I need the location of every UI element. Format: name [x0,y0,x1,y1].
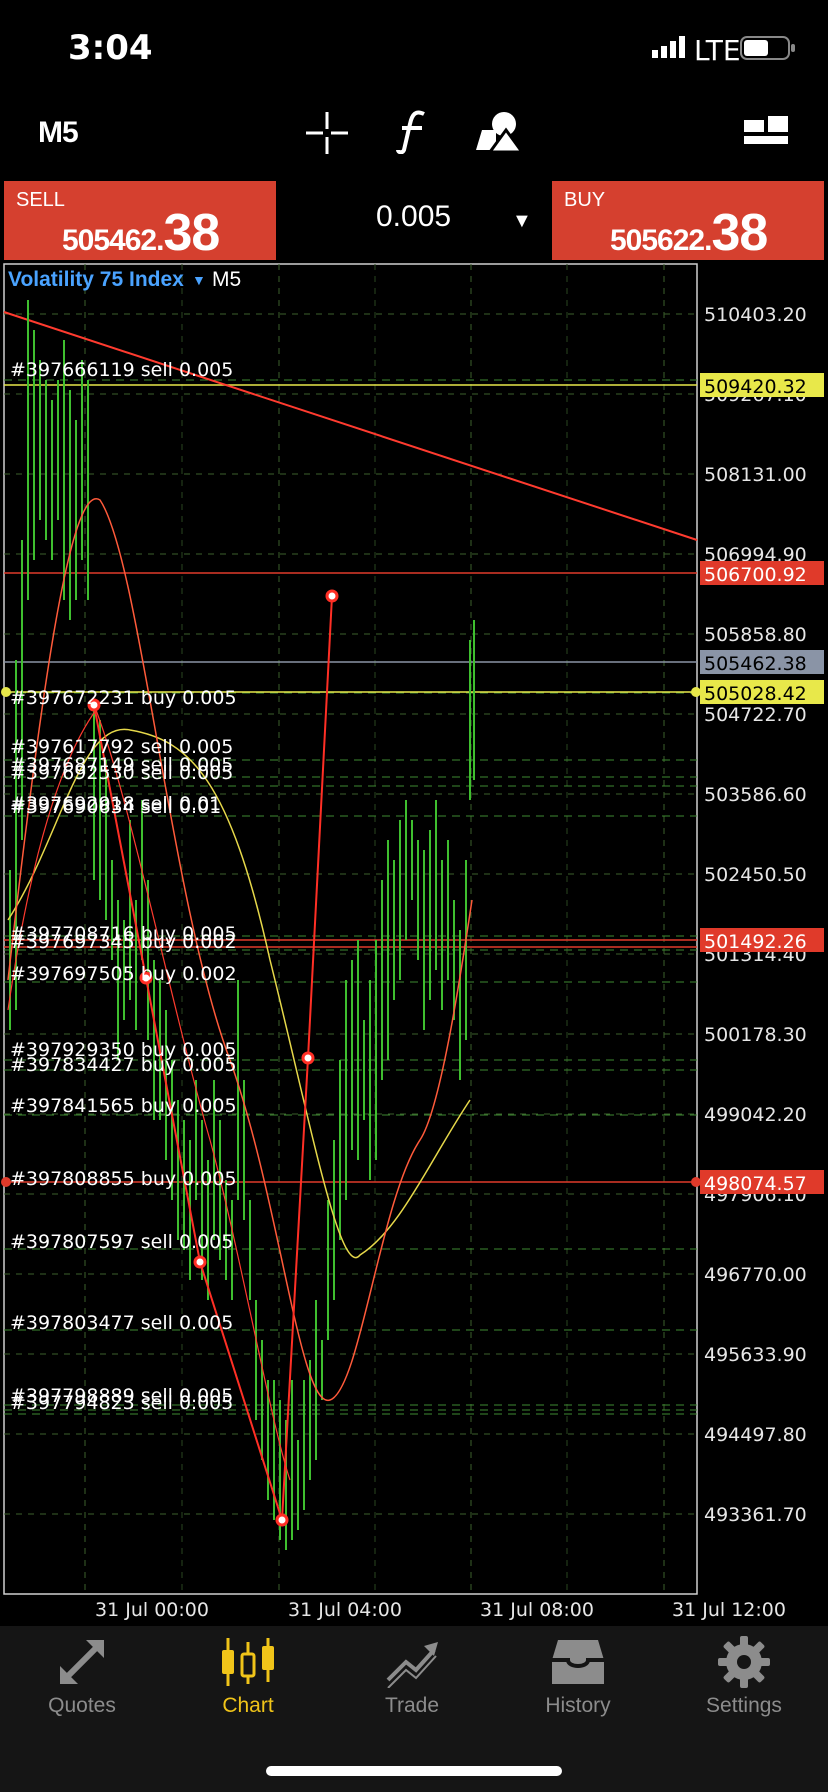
sell-button[interactable]: SELL 505462.38 [4,181,276,260]
buy-label: BUY [564,189,605,212]
price-tick-label: 496770.00 [704,1264,807,1286]
tab-label: Settings [674,1694,814,1718]
tab-label: Chart [178,1694,318,1718]
tab-label: History [508,1694,648,1718]
tab-settings[interactable]: Settings [674,1636,814,1726]
signal-icon [652,36,688,58]
order-label: #397808855 buy 0.005 [10,1168,237,1190]
tab-chart[interactable]: Chart [178,1636,318,1726]
trade-marker [327,591,337,601]
price-tick-label: 503586.60 [704,784,807,806]
network-label: LTE [694,34,741,67]
order-label: #397666119 sell 0.005 [10,359,233,381]
buy-price-main: 505622. [610,224,711,257]
order-label: #397697345 buy 0.002 [10,931,237,953]
window-layout-icon[interactable] [744,116,788,144]
sell-price-big: 38 [163,204,219,262]
time-tick-label: 31 Jul 12:00 [672,1599,786,1621]
price-tick-label: 499042.20 [704,1104,807,1126]
quotes-icon [56,1636,108,1688]
price-tick-label: 493361.70 [704,1504,807,1526]
function-icon[interactable] [396,110,428,154]
chart-timeframe-label: M5 [212,268,241,292]
order-label: #397692530 sell 0.005 [10,762,233,784]
battery-icon [740,36,796,60]
price-tick-label: 505858.80 [704,624,807,646]
sell-label: SELL [16,189,65,212]
time-tick-label: 31 Jul 08:00 [480,1599,594,1621]
price-tick-label: 494497.80 [704,1424,807,1446]
lot-size-input[interactable]: 0.005 [376,200,451,234]
price-level-value: 505028.42 [704,683,807,705]
timeframe-button[interactable]: M5 [38,116,78,150]
price-level-value: 506700.92 [704,564,807,586]
trade-marker [277,1515,287,1525]
order-label: #397672231 buy 0.005 [10,687,237,709]
level-handle [691,1177,701,1187]
order-label: #397690634 sell 0.01 [10,796,221,818]
tab-label: Quotes [12,1694,152,1718]
buy-button[interactable]: BUY 505622.38 [552,181,824,260]
order-label: #397803477 sell 0.005 [10,1312,233,1334]
price-tick-label: 495633.90 [704,1344,807,1366]
level-handle [691,687,701,697]
chart-icon [220,1636,276,1688]
tab-history[interactable]: History [508,1636,648,1726]
buy-price-big: 38 [711,204,767,262]
history-icon [550,1636,606,1688]
order-label: #397834427 buy 0.005 [10,1054,237,1076]
time-tick-label: 31 Jul 00:00 [95,1599,209,1621]
objects-icon[interactable] [476,110,522,152]
trade-marker [195,1257,205,1267]
price-tick-label: 500178.30 [704,1024,807,1046]
sell-price-main: 505462. [62,224,163,257]
price-level-value: 505462.38 [704,653,807,675]
order-label: #397697505 buy 0.002 [10,963,237,985]
symbol-dropdown-icon[interactable]: ▼ [192,272,206,288]
trendline [4,312,697,540]
tab-label: Trade [342,1694,482,1718]
price-level-value: 509420.32 [704,376,807,398]
price-tick-label: 508131.00 [704,464,807,486]
price-chart[interactable]: 510403.20509267.10508131.00506994.905058… [0,262,828,1622]
order-label: #397794823 sell 0.005 [10,1392,233,1414]
price-tick-label: 502450.50 [704,864,807,886]
price-tick-label: 504722.70 [704,704,807,726]
settings-icon [718,1636,770,1688]
price-tick-label: 510403.20 [704,304,807,326]
tab-trade[interactable]: Trade [342,1636,482,1726]
order-label: #397841565 buy 0.005 [10,1095,237,1117]
symbol-label[interactable]: Volatility 75 Index [8,268,184,292]
price-level-value: 498074.57 [704,1173,807,1195]
home-indicator [266,1766,562,1776]
status-time: 3:04 [68,28,153,68]
order-label: #397807597 sell 0.005 [10,1231,233,1253]
price-level-value: 501492.26 [704,931,807,953]
trade-marker [303,1053,313,1063]
time-tick-label: 31 Jul 04:00 [288,1599,402,1621]
crosshair-icon[interactable] [306,112,348,154]
tab-quotes[interactable]: Quotes [12,1636,152,1726]
lot-dropdown-arrow-icon[interactable]: ▼ [512,210,532,233]
trade-icon [384,1636,440,1688]
